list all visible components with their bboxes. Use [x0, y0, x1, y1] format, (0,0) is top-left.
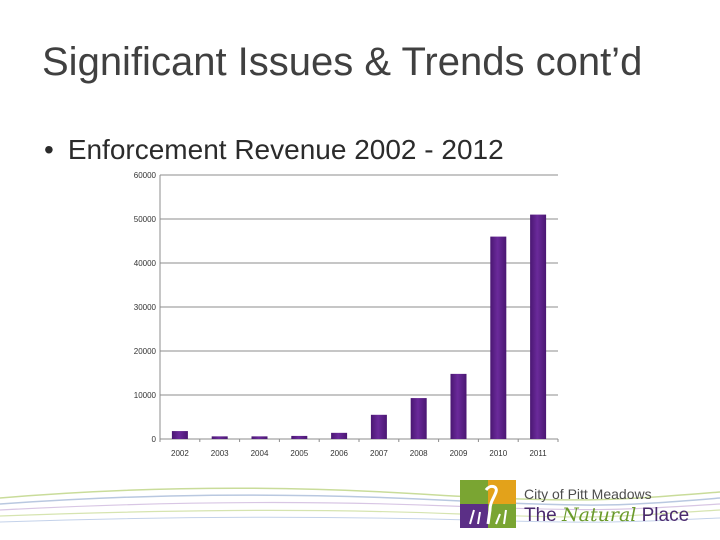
bar-2008	[410, 398, 427, 439]
logo-tagline-script: Natural	[562, 504, 637, 526]
y-tick-label: 20000	[134, 347, 157, 356]
bar-2007	[370, 414, 387, 439]
y-tick-label: 40000	[134, 259, 157, 268]
logo-tagline: The Natural Place	[524, 504, 689, 527]
bar-2002	[171, 431, 188, 439]
bullet-item: • Enforcement Revenue 2002 - 2012	[44, 134, 504, 166]
bar-2006	[331, 432, 348, 439]
bars	[171, 214, 547, 439]
y-tick-label: 50000	[134, 215, 157, 224]
bar-2003	[211, 436, 228, 439]
x-tick-label: 2009	[450, 449, 468, 458]
x-tick-label: 2007	[370, 449, 388, 458]
logo-tagline-post: Place	[641, 505, 690, 526]
logo-city-name: City of Pitt Meadows	[524, 486, 652, 502]
x-tick-label: 2005	[290, 449, 308, 458]
x-tick-label: 2011	[529, 449, 547, 458]
x-axis-ticks: 2002 2003 2004 2005 2006 2007 2008 2009 2010 2011	[159, 439, 559, 458]
city-logo-icon	[460, 480, 516, 528]
slide-title: Significant Issues & Trends cont’d	[42, 40, 643, 84]
x-tick-label: 2003	[211, 449, 229, 458]
logo-tagline-pre: The	[524, 505, 557, 526]
bullet-text: Enforcement Revenue 2002 - 2012	[67, 134, 504, 165]
bar-2005	[291, 435, 308, 439]
x-tick-label: 2006	[330, 449, 348, 458]
y-axis-ticks: 0 10000 20000 30000 40000 50000 60000	[134, 171, 157, 444]
decorative-swooshes	[0, 487, 720, 523]
y-tick-label: 10000	[134, 391, 157, 400]
bar-2011	[530, 214, 547, 439]
x-tick-label: 2002	[171, 449, 189, 458]
bar-2009	[450, 373, 467, 439]
x-tick-label: 2008	[410, 449, 428, 458]
y-tick-label: 0	[152, 435, 157, 444]
y-tick-label: 60000	[134, 171, 157, 180]
bar-2004	[251, 436, 268, 439]
x-tick-label: 2010	[489, 449, 507, 458]
x-tick-label: 2004	[251, 449, 269, 458]
bullet-dot-icon: •	[44, 134, 54, 165]
y-tick-label: 30000	[134, 303, 157, 312]
bar-2010	[490, 236, 507, 439]
